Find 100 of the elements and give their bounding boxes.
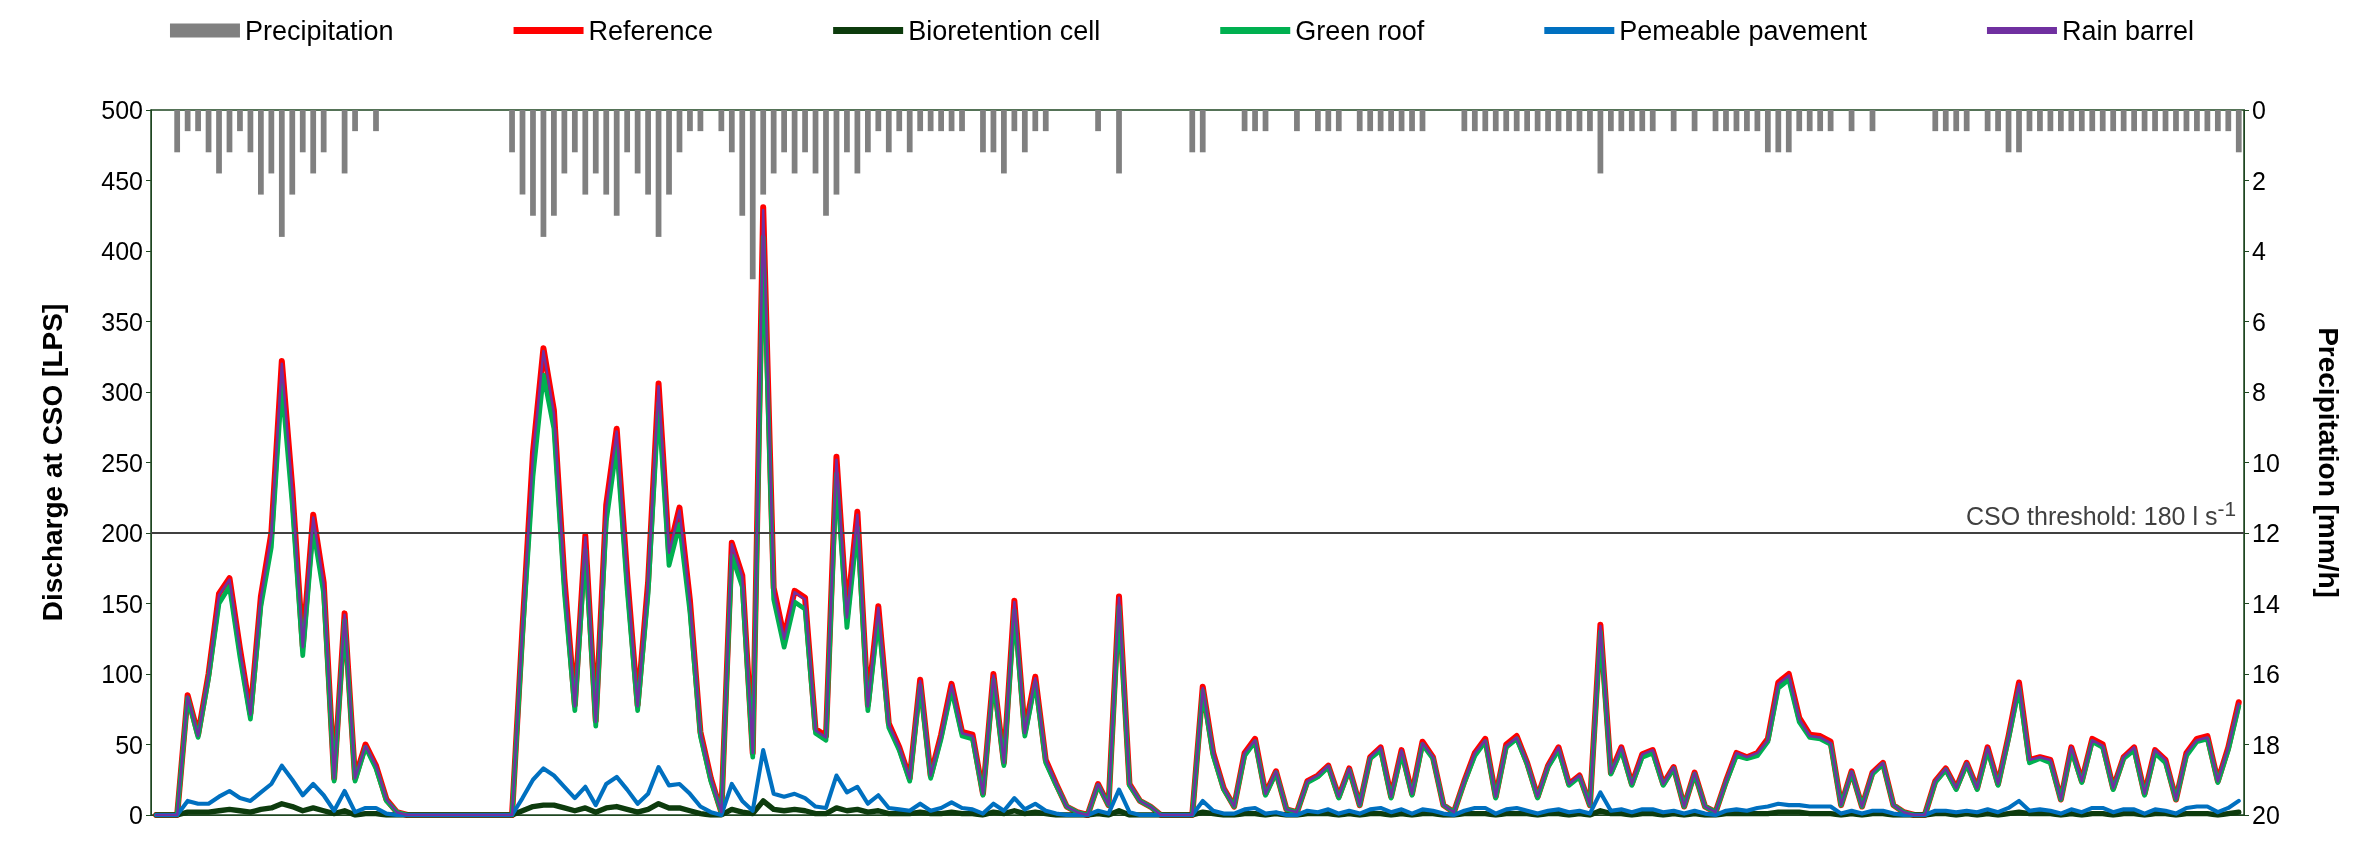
y-tick-label: 50 [115,730,143,759]
y2-tick-label: 0 [2252,96,2266,124]
bar [718,110,725,132]
bar [2204,110,2211,132]
y2-tick-label: 8 [2252,378,2266,406]
bar [1356,110,1363,132]
bar [509,110,515,153]
bar [1021,110,1028,153]
bar [1314,110,1321,132]
legend-label: Pemeable pavement [1619,15,1868,46]
bar [645,110,651,195]
bar [289,110,296,195]
bar [2057,110,2064,132]
bar [1095,110,1101,132]
bar [823,110,829,216]
y2-axis-title: Precipitation [mm/h] [2312,327,2344,598]
bar [1963,110,1970,132]
bar [1744,110,1750,132]
bar [1764,110,1771,153]
y2-tick-label: 20 [2252,801,2280,829]
bar [603,110,610,195]
bar [1471,110,1478,132]
bar [216,110,222,174]
bar [2194,110,2200,132]
bar [1817,110,1824,132]
bar [2037,110,2043,132]
bar [1461,110,1468,132]
bar [1670,110,1677,132]
bar [2152,110,2158,132]
legend-label: Precipitation [244,15,394,46]
bar [1723,110,1729,132]
y-axis-title: Discharge at CSO [LPS] [36,303,68,622]
bar [728,110,735,153]
bar [885,110,892,153]
bar [1032,110,1039,132]
bar [917,110,924,132]
y2-tick-label: 12 [2252,519,2280,547]
annotation: CSO threshold: 180 l s$^{-1}$ [1965,496,2236,533]
bar [1628,110,1635,132]
bar [2235,110,2242,153]
y-tick-label: 100 [101,660,143,688]
bar [959,110,965,132]
y2-tick-label: 16 [2252,660,2280,688]
y2-tick-label: 18 [2252,730,2280,759]
bar [530,110,536,216]
bar [666,110,672,195]
bar [1377,110,1384,132]
bar [1566,110,1572,132]
y-tick-label: 200 [101,519,143,547]
bar [624,110,631,153]
bar [1335,110,1342,132]
bar [2110,110,2117,132]
bar [184,110,191,132]
bar [749,110,756,280]
bar [634,110,641,174]
bar [1252,110,1258,132]
bar [278,110,285,237]
bar [1492,110,1499,132]
bar [770,110,777,174]
bar [1639,110,1646,132]
bar [352,110,358,132]
bar [561,110,568,174]
bar [1116,110,1122,174]
bar [875,110,882,132]
bar [1042,110,1049,132]
y2-tick-label: 10 [2252,448,2280,477]
bar [1806,110,1813,132]
bar [1796,110,1803,132]
bar [906,110,913,153]
bar [2225,110,2232,132]
bar [1827,110,1834,132]
bar [739,110,746,216]
bar [2016,110,2022,153]
y-tick-label: 350 [101,307,143,336]
bar [1513,110,1520,132]
bar [1294,110,1300,132]
y2-tick-label: 4 [2252,237,2266,265]
bar [195,110,201,132]
bar [1995,110,2001,132]
bar [174,110,181,153]
bar [1942,110,1949,132]
bar [1482,110,1489,132]
bar [299,110,306,153]
bar [1367,110,1374,132]
bar [1503,110,1510,132]
legend-label: Bioretention cell [908,15,1101,46]
bar [1524,110,1531,132]
bar [1953,110,1960,132]
bar [896,110,903,132]
bar [1754,110,1761,132]
bar [781,110,788,153]
bar [938,110,944,132]
y-tick-label: 300 [101,378,143,406]
y2-tick-label: 6 [2252,307,2266,336]
bar [592,110,599,174]
legend-label: Rain barrel [2061,15,2195,46]
bar [613,110,620,216]
bar [1325,110,1332,132]
bar [2214,110,2221,132]
bar [1189,110,1196,153]
